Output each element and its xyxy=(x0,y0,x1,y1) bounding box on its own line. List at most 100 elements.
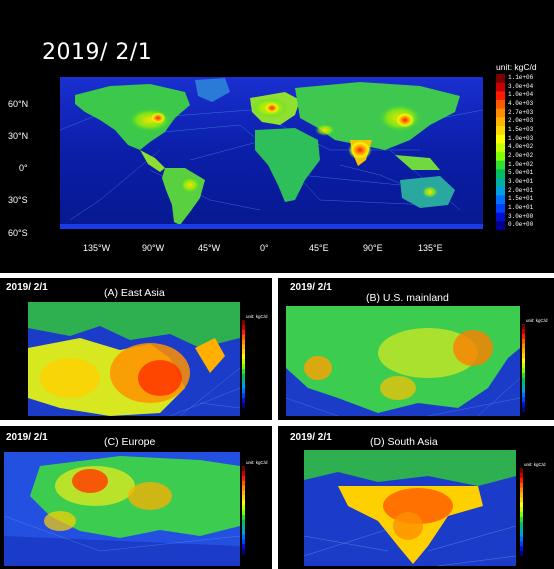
colorbar-swatch xyxy=(520,521,523,527)
colorbar-swatch xyxy=(520,512,523,518)
colorbar-swatch xyxy=(496,108,505,118)
colorbar-swatch xyxy=(242,534,245,540)
colorbar-label: 1.1e+06 xyxy=(508,74,534,81)
main-date-label: 2019/ 2/1 xyxy=(42,40,153,65)
colorbar-swatch xyxy=(242,378,245,384)
colorbar-swatch xyxy=(522,328,525,335)
colorbar-swatch xyxy=(242,393,245,399)
colorbar-swatch xyxy=(522,377,525,383)
colorbar-swatch xyxy=(520,541,523,547)
colorbar-swatch xyxy=(242,368,245,375)
inset-us-mainland: 2019/ 2/1 (B) U.S. mainland unit: kgC/d xyxy=(278,278,554,420)
colorbar-swatch xyxy=(242,359,245,365)
inset-east-asia: 2019/ 2/1 (A) East Asia unit: kgC/d xyxy=(0,278,272,420)
colorbar-swatch xyxy=(242,466,245,472)
colorbar-label: 1.5e+03 xyxy=(508,126,534,133)
colorbar-swatch xyxy=(242,339,245,345)
colorbar-label: 2.0e+01 xyxy=(508,186,534,194)
colorbar-swatch xyxy=(522,368,525,374)
colorbar-swatch xyxy=(242,495,245,501)
colorbar-swatch xyxy=(242,485,245,491)
colorbar-swatch xyxy=(522,363,525,369)
colorbar-swatch xyxy=(522,333,525,339)
colorbar-label: 2.7e+03 xyxy=(508,108,534,116)
colorbar-label: 0.0e+00 xyxy=(508,221,534,229)
colorbar-swatch xyxy=(242,324,245,331)
colorbar-label: 2.0e+02 xyxy=(508,152,534,159)
colorbar-swatch xyxy=(520,516,523,523)
inset-c-date: 2019/ 2/1 xyxy=(6,432,48,443)
lon-label-45w: 45°W xyxy=(198,243,221,253)
lat-label-30s: 30°S xyxy=(8,195,28,205)
inset-d-date: 2019/ 2/1 xyxy=(290,432,332,443)
colorbar-swatch xyxy=(520,546,523,552)
colorbar-swatch xyxy=(242,524,245,530)
colorbar-swatch xyxy=(242,544,245,550)
colorbar-swatch xyxy=(496,195,505,205)
inset-east-asia-map xyxy=(28,302,245,417)
colorbar-swatch xyxy=(242,505,245,511)
colorbar-label: 4.0e+03 xyxy=(508,100,534,107)
colorbar-swatch xyxy=(522,402,525,408)
colorbar-swatch xyxy=(520,482,523,488)
inset-a-unit: unit: kgC/d xyxy=(246,314,268,319)
colorbar-label: 1.0e+02 xyxy=(508,160,534,168)
global-map-panel: 2019/ 2/1 unit: kgC/d 60°N 30°N 0° 30°S … xyxy=(0,0,554,273)
colorbar-swatch xyxy=(242,344,245,350)
inset-c-unit: unit: kgC/d xyxy=(246,460,268,465)
inset-d-unit: unit: kgC/d xyxy=(524,462,546,467)
colorbar-swatch xyxy=(520,502,523,508)
colorbar-swatch xyxy=(242,329,245,335)
inset-south-asia: 2019/ 2/1 (D) South Asia unit: kgC/d xyxy=(278,426,554,569)
lon-label-45e: 45°E xyxy=(309,243,329,253)
inset-a-date: 2019/ 2/1 xyxy=(6,282,48,293)
colorbar-swatch xyxy=(242,470,245,477)
colorbar-swatch xyxy=(242,500,245,506)
colorbar-swatch xyxy=(520,497,523,503)
lat-label-60n: 60°N xyxy=(8,99,29,109)
colorbar-swatch xyxy=(522,324,525,330)
colorbar-swatch xyxy=(520,551,523,557)
colorbar-swatch xyxy=(496,82,505,92)
colorbar-label: 3.0e+01 xyxy=(508,178,534,185)
colorbar-swatch xyxy=(520,487,523,493)
inset-a-title: (A) East Asia xyxy=(104,287,165,299)
colorbar-swatch xyxy=(496,160,505,170)
colorbar-swatch xyxy=(242,549,245,555)
colorbar-swatch xyxy=(242,364,245,370)
colorbar-swatch xyxy=(496,143,505,153)
colorbar-swatch xyxy=(496,169,505,179)
colorbar-swatch xyxy=(242,539,245,545)
lon-label-135e: 135°E xyxy=(418,243,443,253)
colorbar-swatch xyxy=(520,507,523,513)
colorbar-swatch xyxy=(522,358,525,364)
main-unit-label: unit: kgC/d xyxy=(496,62,537,72)
colorbar-swatch xyxy=(242,383,245,389)
colorbar-swatch xyxy=(496,74,505,83)
colorbar-swatch xyxy=(242,334,245,340)
colorbar-swatch xyxy=(496,134,505,144)
colorbar-label: 1.0e+03 xyxy=(508,134,534,142)
colorbar-swatch xyxy=(242,514,245,521)
colorbar-label: 3.0e+04 xyxy=(508,82,534,90)
colorbar-swatch xyxy=(522,343,525,349)
colorbar-swatch xyxy=(522,382,525,388)
colorbar-swatch xyxy=(242,373,245,379)
colorbar-swatch xyxy=(522,348,525,354)
colorbar-swatch xyxy=(242,519,245,525)
inset-europe: 2019/ 2/1 (C) Europe unit: kgC/d xyxy=(0,426,272,569)
colorbar-label: 5.0e+01 xyxy=(508,169,534,177)
inset-europe-map xyxy=(3,452,245,566)
colorbar-swatch xyxy=(242,320,245,326)
colorbar-swatch xyxy=(242,403,245,409)
colorbar-swatch xyxy=(242,475,245,481)
colorbar-swatch xyxy=(496,204,505,213)
colorbar-swatch xyxy=(242,349,245,355)
colorbar-swatch xyxy=(496,91,505,101)
colorbar-swatch xyxy=(520,526,523,532)
colorbar-swatch xyxy=(496,221,505,231)
inset-south-asia-map xyxy=(303,450,523,567)
colorbar-label: 2.0e+03 xyxy=(508,117,534,125)
lon-label-90w: 90°W xyxy=(142,243,165,253)
colorbar-swatch xyxy=(522,372,525,379)
